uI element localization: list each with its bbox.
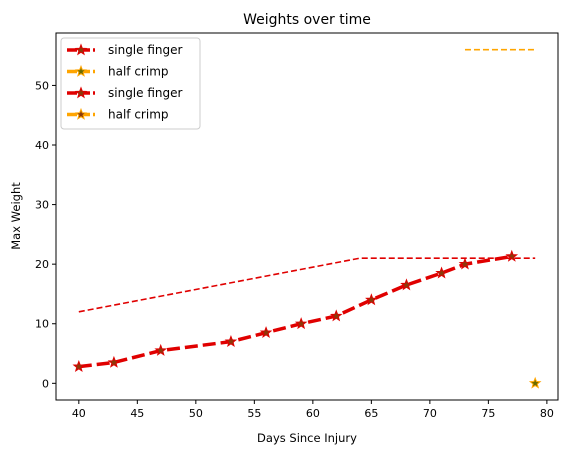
legend-entry-label: half crimp	[108, 65, 169, 79]
legend-entry-label: single finger	[108, 43, 183, 57]
legend-entry-label: half crimp	[108, 108, 169, 122]
y-tick-label: 50	[35, 79, 49, 92]
series-0-point	[72, 360, 86, 372]
x-tick-label: 75	[481, 407, 495, 420]
legend: single finger half crimp single finger half…	[60, 37, 201, 130]
y-tick-label: 20	[35, 258, 49, 271]
series-line-2	[78, 257, 536, 313]
series-0-point	[294, 317, 308, 330]
x-tick-label: 60	[306, 407, 320, 420]
plot-layer	[72, 48, 542, 389]
axis-ticks: 40 45 50 55 60 65 70 75 80 0 10 20 30 40 50	[35, 79, 554, 420]
x-tick-label: 65	[364, 407, 378, 420]
series-0-point	[365, 293, 378, 306]
series-0-point	[435, 266, 448, 279]
series-0-point	[458, 257, 472, 270]
y-axis-label: Max Weight	[9, 182, 23, 250]
x-tick-label: 80	[540, 407, 554, 420]
series-0-point	[400, 278, 413, 291]
series-0-point	[107, 355, 121, 368]
chart-title: Weights over time	[243, 12, 371, 28]
series-0-point	[224, 334, 238, 347]
legend-swatch-marker	[74, 107, 88, 120]
x-tick-label: 55	[247, 407, 261, 420]
x-tick-label: 70	[423, 407, 437, 420]
series-0-point	[259, 326, 273, 339]
legend-box	[60, 37, 201, 130]
x-tick-label: 40	[72, 407, 86, 420]
series-0-point	[505, 249, 519, 262]
y-tick-label: 10	[35, 318, 49, 331]
y-tick-label: 40	[35, 139, 49, 152]
legend-swatch-marker	[74, 64, 88, 77]
legend-swatch-marker	[74, 86, 88, 99]
series-0-point	[329, 309, 343, 322]
y-tick-label: 0	[42, 377, 49, 390]
legend-entry-label: single finger	[108, 86, 183, 100]
legend-swatch-marker	[74, 43, 88, 56]
y-tick-label: 30	[35, 199, 49, 212]
x-axis-label: Days Since Injury	[257, 431, 357, 445]
series-line-0	[78, 254, 513, 369]
series-1-point	[528, 376, 542, 389]
x-tick-label: 45	[130, 407, 144, 420]
series-0-point	[154, 343, 168, 356]
plot-frame	[55, 32, 559, 401]
x-tick-label: 50	[189, 407, 203, 420]
